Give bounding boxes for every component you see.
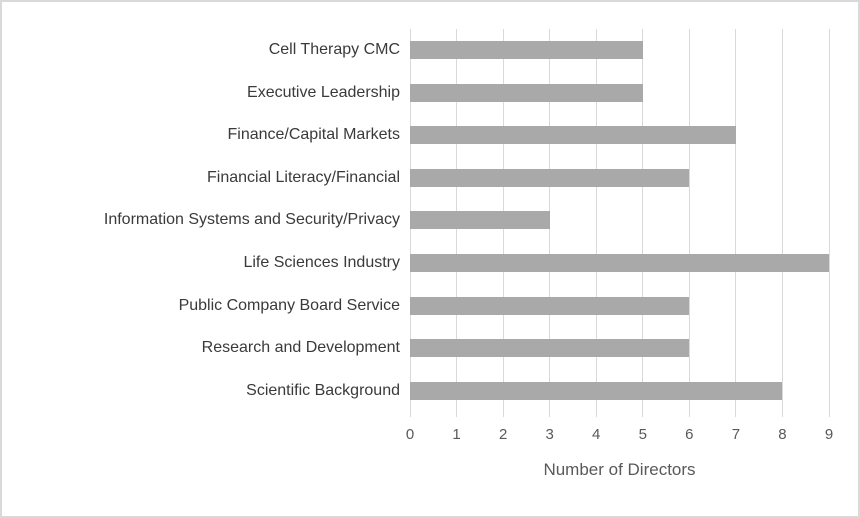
bar-row <box>410 242 829 285</box>
category-label: Research and Development <box>201 339 400 357</box>
bar-financial-literacy-financial <box>410 168 690 187</box>
bar-row <box>410 327 829 370</box>
bar-public-company-board-service <box>410 296 690 315</box>
x-tick-label: 5 <box>638 426 647 443</box>
x-tick-label: 0 <box>405 426 415 443</box>
x-tick-label: 6 <box>685 426 694 443</box>
x-tick-label: 2 <box>498 426 508 443</box>
category-label: Finance/Capital Markets <box>227 126 400 144</box>
x-tick-label: 7 <box>731 426 741 443</box>
category-label: Cell Therapy CMC <box>268 41 400 59</box>
bar-executive-leadership <box>410 83 643 102</box>
category-label: Scientific Background <box>246 381 400 399</box>
bar-information-systems-and-security-privacy <box>410 211 550 230</box>
category-label: Life Sciences Industry <box>243 254 400 272</box>
category-label: Public Company Board Service <box>178 296 400 314</box>
bar-row <box>410 29 829 72</box>
gridline <box>781 29 783 417</box>
gridline <box>828 29 830 417</box>
gridline <box>642 29 644 417</box>
bar-row <box>410 369 829 412</box>
bar-research-and-development <box>410 339 690 358</box>
category-label: Executive Leadership <box>247 83 400 101</box>
x-axis-tick-labels: 0 1 2 3 4 5 6 7 8 9 <box>406 426 833 446</box>
x-tick-label: 8 <box>778 426 787 443</box>
x-tick-label: 1 <box>452 426 461 443</box>
bar-row <box>410 114 829 157</box>
category-axis-labels: Cell Therapy CMC Executive Leadership Fina… <box>2 29 400 412</box>
x-tick-label: 9 <box>824 426 834 443</box>
bar-row <box>410 72 829 115</box>
plot-area <box>409 29 830 417</box>
gridline <box>735 29 737 417</box>
gridline <box>549 29 551 417</box>
bar-row <box>410 284 829 327</box>
category-label: Information Systems and Security/Privacy <box>103 211 400 229</box>
x-tick-label: 4 <box>592 426 601 443</box>
bar-row <box>410 157 829 200</box>
gridline <box>688 29 690 417</box>
bar-finance-capital-markets <box>410 126 736 145</box>
bars-layer <box>410 29 829 412</box>
bar-row <box>410 199 829 242</box>
gridline <box>595 29 597 417</box>
category-label: Financial Literacy/Financial <box>207 168 400 186</box>
bar-scientific-background <box>410 381 783 400</box>
x-tick-label: 3 <box>545 426 554 443</box>
x-axis-title: Number of Directors <box>543 460 696 479</box>
bar-life-sciences-industry <box>410 254 829 273</box>
bar-cell-therapy-cmc <box>410 41 643 60</box>
